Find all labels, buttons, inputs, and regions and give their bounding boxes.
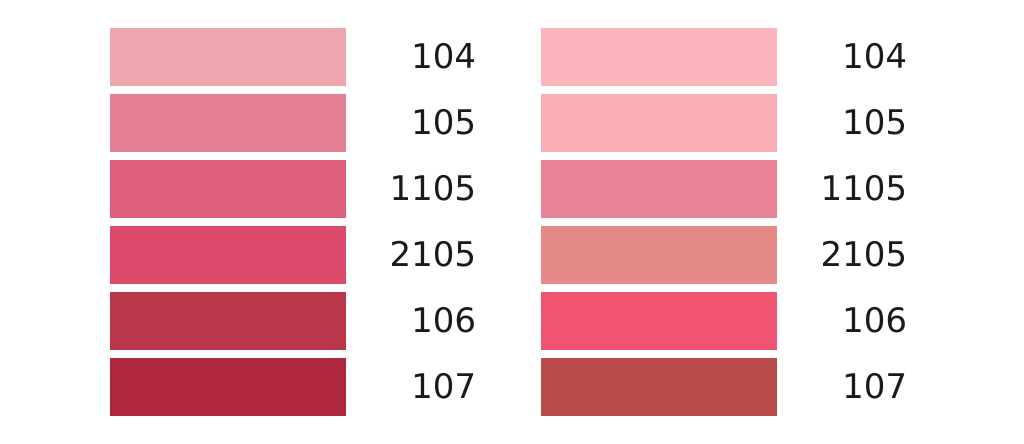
swatch-row: 106 [110,292,490,350]
swatch-row: 2105 [541,226,921,284]
swatch-chart-right: 104 105 1105 2105 106 107 [541,28,921,418]
swatch-row: 104 [541,28,921,86]
color-swatch [541,226,777,284]
color-swatch [110,28,346,86]
color-code: 106 [842,301,907,341]
color-code: 104 [842,37,907,77]
color-swatch [541,358,777,416]
swatch-row: 1105 [110,160,490,218]
color-swatch [110,94,346,152]
color-code: 2105 [389,235,476,275]
color-code: 107 [842,367,907,407]
color-swatch [110,292,346,350]
color-code: 104 [411,37,476,77]
swatch-row: 105 [110,94,490,152]
color-swatch [110,160,346,218]
color-swatch [541,292,777,350]
color-swatch [541,28,777,86]
swatch-row: 104 [110,28,490,86]
swatch-row: 2105 [110,226,490,284]
color-code: 1105 [389,169,476,209]
color-swatch [541,160,777,218]
swatch-row: 106 [541,292,921,350]
color-code: 106 [411,301,476,341]
color-code: 105 [411,103,476,143]
color-code: 105 [842,103,907,143]
swatch-row: 105 [541,94,921,152]
swatch-row: 107 [541,358,921,416]
color-swatch [110,358,346,416]
color-swatch [110,226,346,284]
color-code: 1105 [820,169,907,209]
swatch-row: 1105 [541,160,921,218]
swatch-row: 107 [110,358,490,416]
swatch-chart-left: 104 105 1105 2105 106 107 [110,28,490,418]
color-code: 2105 [820,235,907,275]
color-swatch [541,94,777,152]
color-code: 107 [411,367,476,407]
